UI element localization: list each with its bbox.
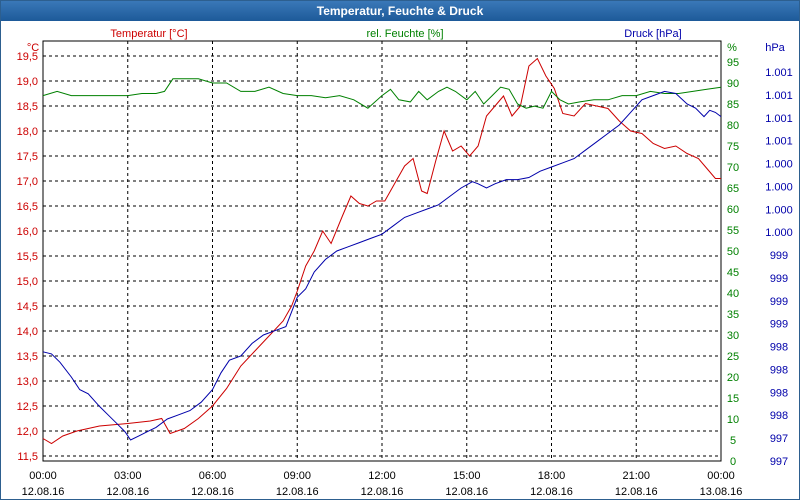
temp-tick-label: 16,0 [17, 226, 38, 238]
temp-tick-label: 14,5 [17, 301, 38, 313]
pressure-tick-label: 998 [770, 364, 788, 376]
temp-tick-label: 14,0 [17, 326, 38, 338]
pressure-line [42, 90, 722, 441]
humidity-tick-label: 60 [727, 204, 739, 216]
humidity-tick-label: 85 [727, 99, 739, 111]
pressure-tick-label: 998 [770, 410, 788, 422]
pressure-tick-label: 999 [770, 296, 788, 308]
temperature-line [42, 57, 721, 445]
x-tick-date-label: 12.08.16 [530, 486, 573, 498]
humidity-tick-label: 95 [727, 57, 739, 69]
pressure-tick-label: 998 [770, 342, 788, 354]
humidity-tick-label: 70 [727, 162, 739, 174]
humidity-unit-label: % [727, 42, 737, 54]
pressure-unit-label: hPa [765, 42, 785, 54]
pressure-series-header: Druck [hPa] [624, 28, 681, 40]
temp-tick-label: 19,5 [17, 51, 38, 63]
temp-tick-label: 12,0 [17, 426, 38, 438]
humidity-tick-label: 20 [727, 372, 739, 384]
temp-tick-label: 15,0 [17, 276, 38, 288]
x-tick-time-label: 18:00 [538, 470, 566, 482]
x-tick-date-label: 12.08.16 [361, 486, 404, 498]
humidity-tick-label: 5 [730, 435, 736, 447]
temp-tick-label: 15,5 [17, 251, 38, 263]
humidity-tick-label: 90 [727, 78, 739, 90]
x-tick-date-label: 13.08.16 [700, 486, 743, 498]
temp-tick-label: 17,0 [17, 176, 38, 188]
x-tick-date-label: 12.08.16 [276, 486, 319, 498]
temp-tick-label: 18,5 [17, 101, 38, 113]
temp-tick-label: 13,5 [17, 351, 38, 363]
x-tick-time-label: 00:00 [707, 470, 735, 482]
humidity-tick-label: 25 [727, 351, 739, 363]
humidity-tick-label: 0 [730, 456, 736, 468]
plot-area-border [42, 40, 722, 462]
pressure-tick-label: 1.001 [765, 67, 793, 79]
window-title: Temperatur, Feuchte & Druck [1, 1, 799, 21]
pressure-tick-label: 999 [770, 273, 788, 285]
temp-tick-label: 17,5 [17, 151, 38, 163]
pressure-tick-label: 998 [770, 387, 788, 399]
x-tick-time-label: 03:00 [114, 470, 142, 482]
temp-series-header: Temperatur [°C] [110, 28, 187, 40]
humidity-tick-label: 75 [727, 141, 739, 153]
x-tick-date-label: 12.08.16 [106, 486, 149, 498]
pressure-tick-label: 1.001 [765, 90, 793, 102]
temp-unit-label: °C [27, 42, 39, 54]
pressure-tick-label: 1.001 [765, 113, 793, 125]
pressure-tick-label: 1.001 [765, 136, 793, 148]
pressure-tick-label: 1.000 [765, 181, 793, 193]
humidity-tick-label: 15 [727, 393, 739, 405]
humidity-tick-label: 55 [727, 225, 739, 237]
pressure-tick-label: 1.000 [765, 204, 793, 216]
x-tick-date-label: 12.08.16 [191, 486, 234, 498]
temp-tick-label: 11,5 [17, 451, 38, 463]
temp-tick-label: 12,5 [17, 401, 38, 413]
pressure-tick-label: 1.000 [765, 227, 793, 239]
pressure-tick-label: 997 [770, 433, 788, 445]
temp-tick-label: 18,0 [17, 126, 38, 138]
humidity-tick-label: 65 [727, 183, 739, 195]
x-tick-time-label: 06:00 [199, 470, 227, 482]
humidity-tick-label: 35 [727, 309, 739, 321]
humidity-tick-label: 10 [727, 414, 739, 426]
humidity-tick-label: 30 [727, 330, 739, 342]
x-tick-time-label: 12:00 [368, 470, 396, 482]
humidity-tick-label: 45 [727, 267, 739, 279]
humidity-tick-label: 80 [727, 120, 739, 132]
pressure-tick-label: 999 [770, 319, 788, 331]
humidity-series-header: rel. Feuchte [%] [366, 28, 443, 40]
x-tick-date-label: 12.08.16 [22, 486, 65, 498]
x-tick-time-label: 21:00 [622, 470, 650, 482]
x-tick-time-label: 09:00 [283, 470, 311, 482]
temp-tick-label: 19,0 [17, 76, 38, 88]
humidity-tick-label: 50 [727, 246, 739, 258]
pressure-tick-label: 1.000 [765, 159, 793, 171]
pressure-tick-label: 997 [770, 456, 788, 468]
temp-tick-label: 16,5 [17, 201, 38, 213]
temp-tick-label: 13,0 [17, 376, 38, 388]
x-tick-date-label: 12.08.16 [445, 486, 488, 498]
x-tick-date-label: 12.08.16 [615, 486, 658, 498]
x-tick-time-label: 15:00 [453, 470, 481, 482]
humidity-tick-label: 40 [727, 288, 739, 300]
humidity-line [42, 78, 722, 109]
x-tick-time-label: 00:00 [29, 470, 57, 482]
pressure-tick-label: 999 [770, 250, 788, 262]
